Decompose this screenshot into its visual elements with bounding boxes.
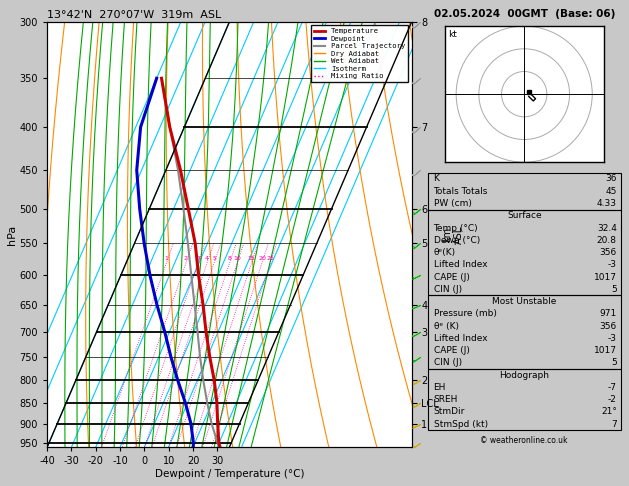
Text: SREH: SREH xyxy=(433,395,458,404)
Text: 5: 5 xyxy=(611,285,617,294)
Text: kt: kt xyxy=(448,30,457,39)
Text: Totals Totals: Totals Totals xyxy=(433,187,488,196)
Text: 356: 356 xyxy=(599,248,617,257)
Text: Lifted Index: Lifted Index xyxy=(433,260,487,269)
Text: 36: 36 xyxy=(605,174,617,183)
Text: Temp (°C): Temp (°C) xyxy=(433,224,478,232)
Text: 21°: 21° xyxy=(601,407,617,417)
Text: 356: 356 xyxy=(599,322,617,330)
Text: 25: 25 xyxy=(266,256,274,261)
Text: 20: 20 xyxy=(258,256,266,261)
Legend: Temperature, Dewpoint, Parcel Trajectory, Dry Adiabat, Wet Adiabat, Isotherm, Mi: Temperature, Dewpoint, Parcel Trajectory… xyxy=(311,25,408,82)
Text: Lifted Index: Lifted Index xyxy=(433,334,487,343)
Text: -7: -7 xyxy=(608,383,617,392)
Text: 7: 7 xyxy=(611,420,617,429)
Text: CIN (J): CIN (J) xyxy=(433,358,462,367)
Y-axis label: km
ASL: km ASL xyxy=(442,226,464,243)
Text: CIN (J): CIN (J) xyxy=(433,285,462,294)
Text: 10: 10 xyxy=(233,256,241,261)
Text: 5: 5 xyxy=(212,256,216,261)
Text: 8: 8 xyxy=(228,256,231,261)
X-axis label: Dewpoint / Temperature (°C): Dewpoint / Temperature (°C) xyxy=(155,469,304,479)
Text: 02.05.2024  00GMT  (Base: 06): 02.05.2024 00GMT (Base: 06) xyxy=(433,9,615,19)
Text: θᵉ (K): θᵉ (K) xyxy=(433,322,459,330)
Text: Pressure (mb): Pressure (mb) xyxy=(433,309,496,318)
Text: -3: -3 xyxy=(608,334,617,343)
Text: © weatheronline.co.uk: © weatheronline.co.uk xyxy=(481,436,568,445)
Text: Most Unstable: Most Unstable xyxy=(492,297,557,306)
Text: 45: 45 xyxy=(606,187,617,196)
Text: K: K xyxy=(433,174,440,183)
Text: -3: -3 xyxy=(608,260,617,269)
Text: 3: 3 xyxy=(196,256,200,261)
Text: 20.8: 20.8 xyxy=(597,236,617,245)
Text: 13°42'N  270°07'W  319m  ASL: 13°42'N 270°07'W 319m ASL xyxy=(47,10,221,20)
Text: StmSpd (kt): StmSpd (kt) xyxy=(433,420,487,429)
Text: 1017: 1017 xyxy=(594,346,617,355)
Text: CAPE (J): CAPE (J) xyxy=(433,273,469,281)
Text: 32.4: 32.4 xyxy=(597,224,617,232)
Text: StmDir: StmDir xyxy=(433,407,465,417)
Text: θᵉ(K): θᵉ(K) xyxy=(433,248,455,257)
Text: Dewp (°C): Dewp (°C) xyxy=(433,236,480,245)
Text: 1017: 1017 xyxy=(594,273,617,281)
Text: EH: EH xyxy=(433,383,446,392)
Text: 971: 971 xyxy=(599,309,617,318)
Text: 15: 15 xyxy=(248,256,255,261)
Text: Surface: Surface xyxy=(507,211,542,220)
Text: 4: 4 xyxy=(205,256,209,261)
Text: 5: 5 xyxy=(611,358,617,367)
Text: Hodograph: Hodograph xyxy=(499,371,549,380)
Y-axis label: hPa: hPa xyxy=(7,225,17,244)
Text: PW (cm): PW (cm) xyxy=(433,199,472,208)
Text: 2: 2 xyxy=(184,256,188,261)
Text: 4.33: 4.33 xyxy=(597,199,617,208)
Text: -2: -2 xyxy=(608,395,617,404)
Text: 1: 1 xyxy=(164,256,169,261)
Text: CAPE (J): CAPE (J) xyxy=(433,346,469,355)
